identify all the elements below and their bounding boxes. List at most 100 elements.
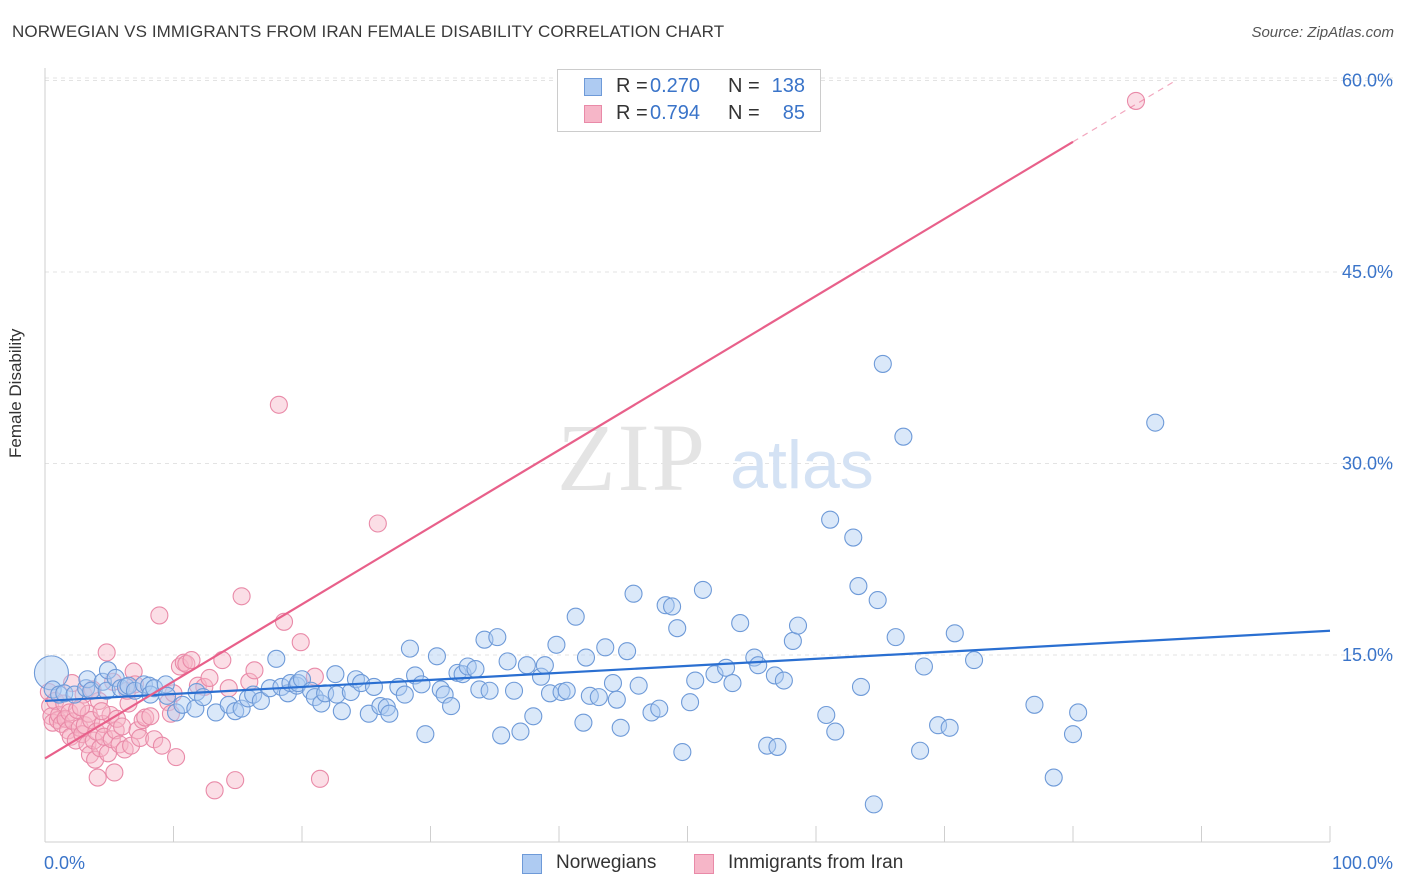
point-norwegians [312,694,331,713]
point-norwegians [656,596,675,615]
point-iran [131,728,150,748]
point-norwegians [940,718,959,737]
point-norwegians [535,656,554,675]
point-norwegians [731,614,750,633]
stats-legend: R = 0.270 N = 138 R = 0.794 N = 85 [557,69,821,132]
point-iran [182,651,201,670]
point-norwegians [965,651,984,670]
point-iran [368,514,387,533]
legend-swatch-norwegians [584,78,602,96]
point-norwegians [427,647,446,666]
point-norwegians [442,697,461,716]
point-norwegians [251,691,270,711]
r-label: R = [616,75,648,97]
point-iran [245,661,264,680]
point-norwegians [945,624,964,643]
r-value: 0.794 [650,102,701,124]
trend-lines [44,79,1331,760]
legend-label-iran: Immigrants from Iran [728,852,904,873]
point-norwegians [547,635,566,654]
n-value: 138 [771,75,805,97]
watermark: ZIP atlas [557,404,874,511]
point-norwegians [1063,725,1083,744]
n-label: N = [728,75,760,97]
point-iran [213,651,232,670]
point-norwegians [821,510,840,529]
point-norwegians [817,705,836,725]
point-norwegians [723,674,742,693]
point-norwegians [705,665,724,684]
point-norwegians [1044,768,1063,787]
point-norwegians [886,628,905,647]
point-iran [97,643,116,662]
point-norwegians [849,577,868,596]
point-norwegians [1025,695,1044,714]
legend-swatch-norwegians [522,854,542,874]
point-norwegians [851,677,871,696]
point-norwegians [864,795,883,814]
point-norwegians [673,742,692,762]
point-norwegians [788,616,808,635]
point-iran [113,717,132,736]
y-tick-label: 30.0% [1342,454,1393,474]
point-norwegians [566,607,585,626]
legend-swatch-iran [694,854,714,874]
point-norwegians [765,666,784,685]
watermark-zip: ZIP [557,404,707,511]
n-value: 85 [782,102,805,124]
n-label: N = [728,102,760,124]
point-iran [226,771,245,790]
point-norwegians [488,628,507,647]
point-norwegians [663,597,682,616]
point-norwegians [611,718,630,737]
point-iran [141,707,160,726]
point-norwegians [768,737,787,756]
point-norwegians [517,656,536,675]
point-iran [88,768,107,787]
x-tick-label-max: 100.0% [1332,853,1393,873]
point-norwegians [167,703,186,722]
point-norwegians [911,741,930,760]
trend-line-iran-extension [1072,79,1177,143]
point-iran [219,679,238,698]
point-norwegians [607,690,626,709]
point-norwegians [524,707,543,726]
source-label: Source: ZipAtlas.com [1251,24,1394,41]
point-norwegians [783,631,802,651]
point-norwegians [498,652,517,671]
point-norwegians [693,580,712,599]
point-iran [64,712,83,731]
point-norwegians [435,685,454,704]
point-norwegians [668,619,687,638]
point-norwegians [480,681,499,700]
point-norwegians [395,685,414,704]
point-iran [80,745,100,764]
legend-label-norwegians: Norwegians [556,852,657,873]
point-norwegians [580,686,599,705]
point-iran [105,763,124,782]
point-norwegians [596,638,615,657]
point-iran [232,587,251,606]
point-norwegians [492,726,511,745]
point-norwegians [305,688,324,707]
point-norwegians [1069,703,1088,722]
point-norwegians [894,427,913,446]
point-iran [150,606,169,625]
point-norwegians [873,354,892,373]
point-norwegians [1146,413,1165,432]
point-norwegians [412,675,431,694]
point-iran [152,736,171,755]
point-iran [291,633,310,652]
point-norwegians [716,658,736,677]
point-norwegians [332,702,351,721]
point-norwegians [416,725,435,744]
point-iran [92,702,111,721]
point-norwegians [466,659,485,679]
r-label: R = [616,102,648,124]
point-norwegians [618,642,637,661]
point-norwegians [589,688,608,707]
point-norwegians [380,704,399,723]
point-norwegians [826,722,845,741]
point-norwegians [686,671,705,690]
